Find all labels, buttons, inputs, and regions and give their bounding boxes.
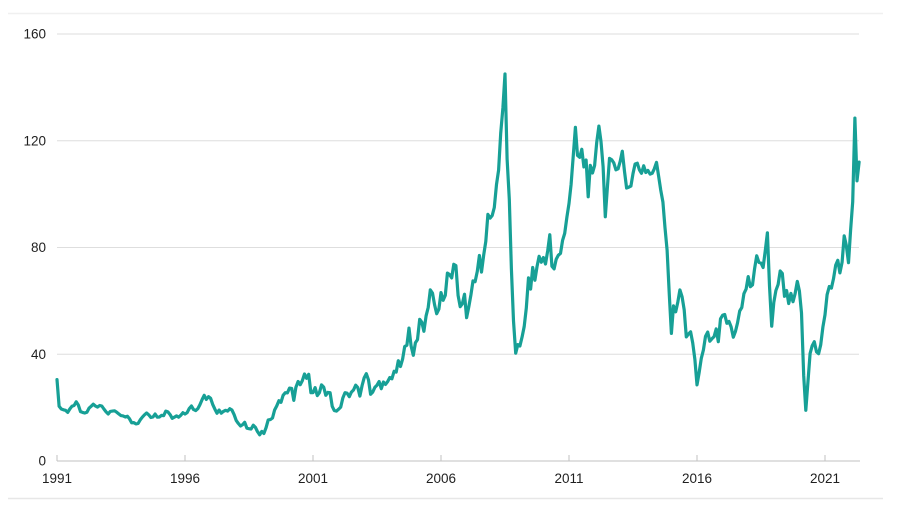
x-tick-label: 2006	[426, 471, 456, 486]
x-tick-label: 2016	[682, 471, 712, 486]
x-tick-label: 1991	[42, 471, 72, 486]
y-tick-label: 120	[23, 133, 46, 148]
x-tick-label: 2021	[810, 471, 840, 486]
x-tick-label: 2011	[554, 471, 583, 486]
y-tick-label: 0	[38, 454, 46, 469]
x-tick-label: 2001	[298, 471, 328, 486]
y-tick-label: 40	[31, 347, 46, 362]
y-tick-label: 160	[23, 27, 46, 42]
y-tick-label: 80	[31, 240, 46, 255]
price-line-series	[55, 72, 861, 437]
x-tick-label: 1996	[170, 471, 200, 486]
